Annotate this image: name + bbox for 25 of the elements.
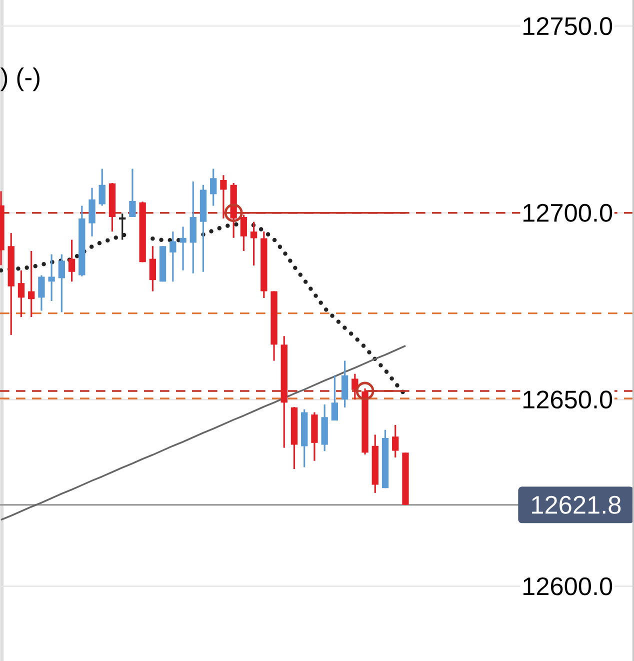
candlestick [129, 168, 136, 218]
y-tick-label: 12600.0 [523, 577, 612, 596]
candlestick [180, 226, 186, 272]
candlestick [88, 187, 96, 238]
candlestick [331, 374, 338, 422]
candlestick [220, 174, 227, 220]
candlestick [170, 230, 176, 282]
candlestick [68, 238, 76, 282]
candlestick [210, 168, 217, 207]
ref-line-label: 12621.8 [532, 496, 621, 514]
candlestick [58, 254, 66, 313]
candlestick [38, 274, 45, 312]
candlestick [352, 373, 358, 400]
candlestick [28, 250, 35, 318]
candlestick [149, 245, 156, 292]
candlestick [98, 168, 106, 207]
candlestick [392, 424, 399, 458]
candlestick [250, 221, 258, 266]
y-tick-label: 12750.0 [523, 17, 612, 36]
candlestick [240, 214, 248, 252]
candlestick [18, 270, 25, 318]
candlestick [48, 254, 55, 302]
annotation: ) (-) [0, 68, 40, 92]
y-tick-label: 12700.0 [523, 204, 612, 222]
y-tick-label: 12650.0 [523, 390, 612, 409]
